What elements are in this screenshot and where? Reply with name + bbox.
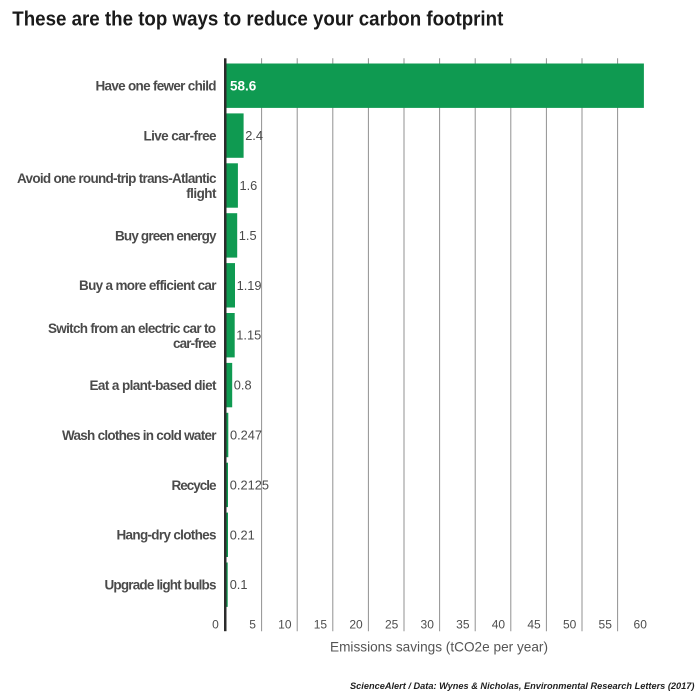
- svg-text:1.5: 1.5: [239, 228, 257, 243]
- svg-text:0.2125: 0.2125: [230, 477, 269, 492]
- svg-text:flight: flight: [186, 186, 217, 201]
- svg-text:Eat a plant-based diet: Eat a plant-based diet: [90, 378, 218, 393]
- svg-text:car-free: car-free: [173, 336, 217, 351]
- svg-text:Emissions savings (tCO2e per y: Emissions savings (tCO2e per year): [330, 639, 548, 655]
- svg-text:58.6: 58.6: [230, 79, 257, 94]
- svg-text:10: 10: [278, 618, 292, 632]
- svg-text:0.21: 0.21: [230, 527, 255, 542]
- svg-text:0.8: 0.8: [234, 378, 252, 393]
- svg-text:Recycle: Recycle: [172, 478, 217, 493]
- svg-text:35: 35: [456, 618, 470, 632]
- svg-text:20: 20: [349, 618, 363, 632]
- svg-text:5: 5: [249, 618, 256, 632]
- svg-text:Hang-dry clothes: Hang-dry clothes: [117, 528, 217, 543]
- svg-text:45: 45: [527, 618, 541, 632]
- svg-text:Buy a more efficient car: Buy a more efficient car: [79, 278, 217, 293]
- svg-text:Switch from an electric car to: Switch from an electric car to: [48, 321, 216, 336]
- svg-text:Wash clothes in cold water: Wash clothes in cold water: [62, 428, 217, 443]
- svg-text:These are the top ways to redu: These are the top ways to reduce your ca…: [12, 8, 503, 30]
- svg-text:15: 15: [314, 618, 328, 632]
- svg-text:0.1: 0.1: [230, 577, 248, 592]
- svg-text:55: 55: [599, 618, 613, 632]
- svg-text:0.247: 0.247: [230, 428, 262, 443]
- svg-text:2.4: 2.4: [245, 128, 263, 143]
- svg-text:0: 0: [212, 618, 219, 632]
- svg-text:Have one fewer child: Have one fewer child: [96, 79, 217, 94]
- svg-text:50: 50: [563, 618, 577, 632]
- svg-text:25: 25: [385, 618, 399, 632]
- svg-text:Upgrade light bulbs: Upgrade light bulbs: [105, 578, 217, 593]
- svg-text:1.6: 1.6: [240, 178, 258, 193]
- svg-text:30: 30: [421, 618, 435, 632]
- svg-text:ScienceAlert / Data: Wynes & N: ScienceAlert / Data: Wynes & Nicholas, E…: [350, 681, 695, 691]
- svg-text:60: 60: [634, 618, 648, 632]
- svg-text:Live car-free: Live car-free: [144, 129, 217, 144]
- svg-text:40: 40: [492, 618, 506, 632]
- svg-text:Buy green energy: Buy green energy: [115, 228, 217, 243]
- svg-text:Avoid one round-trip trans-Atl: Avoid one round-trip trans-Atlantic: [17, 171, 217, 186]
- svg-text:1.19: 1.19: [237, 278, 262, 293]
- svg-text:1.15: 1.15: [236, 328, 261, 343]
